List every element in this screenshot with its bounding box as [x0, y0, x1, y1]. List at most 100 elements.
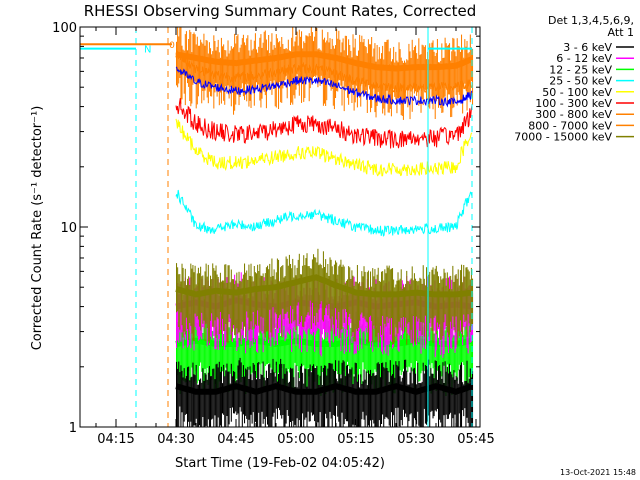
series-0-bar — [358, 374, 360, 427]
series-8-bar — [354, 281, 356, 342]
series-8-bar — [452, 265, 454, 317]
series-8-bar — [178, 274, 180, 327]
series-2-bar — [438, 337, 440, 378]
series-6-bar — [205, 40, 207, 88]
series-6-bar — [390, 61, 392, 117]
series-2-bar — [214, 328, 216, 384]
series-6-bar — [325, 42, 327, 106]
series-6-bar — [311, 32, 313, 85]
series-2-bar — [375, 327, 377, 372]
series-8-bar — [336, 262, 338, 320]
series-2-bar — [401, 324, 403, 372]
series-6-bar — [218, 52, 220, 106]
series-8-bar — [449, 288, 451, 335]
series-6-bar — [372, 56, 374, 97]
series-8-bar — [291, 268, 293, 324]
series-0-bar — [461, 362, 463, 427]
series-8-bar — [377, 267, 379, 333]
series-6-bar — [470, 47, 472, 82]
series-6-bar — [387, 39, 389, 113]
series-0-bar — [431, 373, 433, 411]
series-1-bar — [382, 298, 384, 355]
series-8-bar — [192, 265, 194, 341]
series-8-bar — [423, 278, 425, 337]
series-0-bar — [439, 365, 441, 420]
series-0-bar — [245, 368, 247, 416]
series-0-bar — [284, 373, 286, 427]
series-8-bar — [352, 275, 354, 333]
series-8-bar — [317, 248, 319, 323]
series-0-bar — [183, 368, 185, 422]
series-2-bar — [360, 326, 362, 378]
series-0-bar — [429, 376, 431, 427]
series-2-bar — [347, 315, 349, 362]
series-6-bar — [420, 54, 422, 113]
series-1-bar — [282, 288, 284, 337]
series-2-bar — [192, 336, 194, 370]
series-6-bar — [214, 41, 216, 93]
series-8-bar — [408, 281, 410, 323]
series-0-bar — [416, 384, 418, 425]
series-8-bar — [466, 267, 468, 337]
series-2-bar — [178, 324, 180, 384]
series-6-bar — [184, 34, 186, 106]
series-2-bar — [466, 329, 468, 369]
series-0-bar — [389, 360, 391, 427]
series-0-bar — [257, 362, 259, 427]
series-8-bar — [331, 266, 333, 317]
series-0-bar — [411, 383, 413, 427]
series-6-bar — [377, 59, 379, 92]
series-1-bar — [306, 280, 308, 352]
series-6-bar — [374, 43, 376, 113]
series-8-bar — [319, 263, 321, 305]
series-8-bar — [345, 280, 347, 313]
series-6-bar — [297, 45, 299, 86]
series-2-bar — [314, 335, 316, 382]
series-8-bar — [396, 280, 398, 341]
series-8-bar — [470, 267, 472, 327]
series-8-bar — [301, 274, 303, 316]
series-0-bar — [377, 362, 379, 427]
series-0-bar — [214, 379, 216, 416]
series-0-bar — [455, 376, 457, 427]
series-8-bar — [281, 266, 283, 338]
series-8-bar — [365, 287, 367, 322]
series-8-bar — [332, 274, 334, 325]
series-0-bar — [271, 369, 273, 427]
series-0-bar — [233, 371, 235, 414]
series-6-bar — [292, 27, 294, 105]
series-0-bar — [250, 374, 252, 415]
series-8-bar — [450, 275, 452, 322]
series-0-bar — [185, 376, 187, 414]
series-2-bar — [462, 331, 464, 363]
y-tick-label: 100 — [52, 21, 77, 36]
series-1-bar — [467, 287, 469, 354]
series-8-bar — [224, 264, 226, 331]
series-0-bar — [408, 384, 410, 422]
series-2-bar — [304, 329, 306, 388]
series-0-bar — [331, 363, 333, 427]
legend-label: 3 - 6 keV — [563, 41, 612, 54]
series-6-bar — [264, 30, 266, 96]
legend-label: 50 - 100 keV — [542, 86, 612, 99]
series-8-bar — [405, 283, 407, 318]
series-0-bar — [247, 366, 249, 427]
series-2-bar — [283, 315, 285, 384]
series-0-bar — [440, 371, 442, 423]
series-8-bar — [217, 277, 219, 319]
series-8-bar — [276, 258, 278, 329]
series-2-bar — [367, 314, 369, 392]
series-6-bar — [320, 50, 322, 76]
series-6-bar — [467, 53, 469, 97]
series-2-bar — [210, 319, 212, 395]
series-6-bar — [340, 52, 342, 86]
series-2-bar — [207, 328, 209, 385]
y-axis-label: Corrected Count Rate (s⁻¹ detector⁻¹) — [30, 106, 45, 351]
series-8-bar — [462, 282, 464, 337]
series-8-bar — [263, 280, 265, 334]
series-2-bar — [197, 313, 199, 381]
series-0-bar — [205, 374, 207, 426]
series-8-bar — [430, 285, 432, 319]
series-1-bar — [309, 287, 311, 335]
